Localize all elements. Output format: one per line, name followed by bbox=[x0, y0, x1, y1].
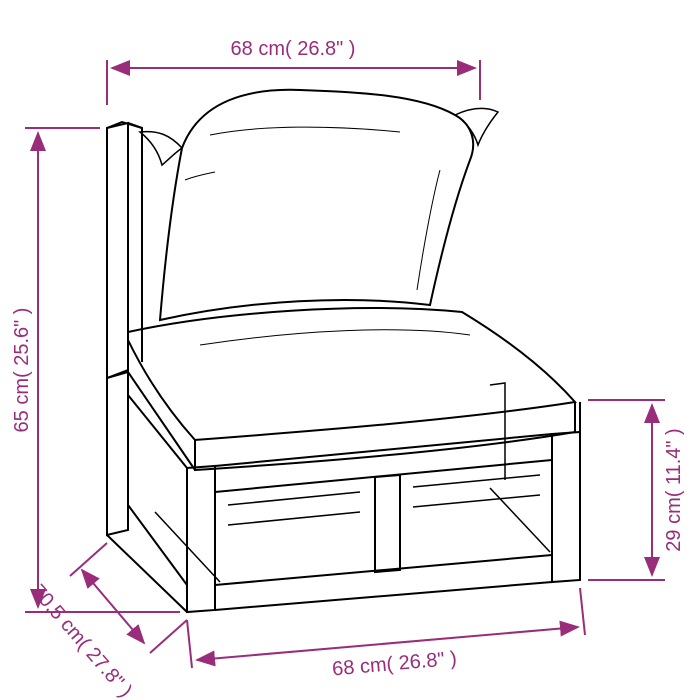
dim-left-height-label: 65 cm( 25.6" ) bbox=[11, 308, 33, 433]
dim-left-height: 65 cm( 25.6" ) bbox=[11, 128, 180, 612]
furniture-drawing bbox=[107, 90, 580, 612]
dim-right-height: 29 cm( 11.4" ) bbox=[588, 400, 685, 580]
dim-bottom-width-label: 68 cm( 26.8" ) bbox=[331, 648, 457, 681]
dim-top-width-label: 68 cm( 26.8" ) bbox=[231, 38, 356, 60]
dim-right-height-label: 29 cm( 11.4" ) bbox=[663, 428, 685, 551]
dim-bottom-width: 68 cm( 26.8" ) bbox=[187, 588, 585, 680]
dim-depth-label: 70,5 cm( 27.8" ) bbox=[27, 580, 137, 700]
dimension-diagram: 68 cm( 26.8" ) 65 cm( 25.6" ) 29 cm( 11.… bbox=[0, 0, 700, 700]
dim-top-width: 68 cm( 26.8" ) bbox=[107, 38, 480, 105]
dim-depth: 70,5 cm( 27.8" ) bbox=[27, 543, 187, 700]
